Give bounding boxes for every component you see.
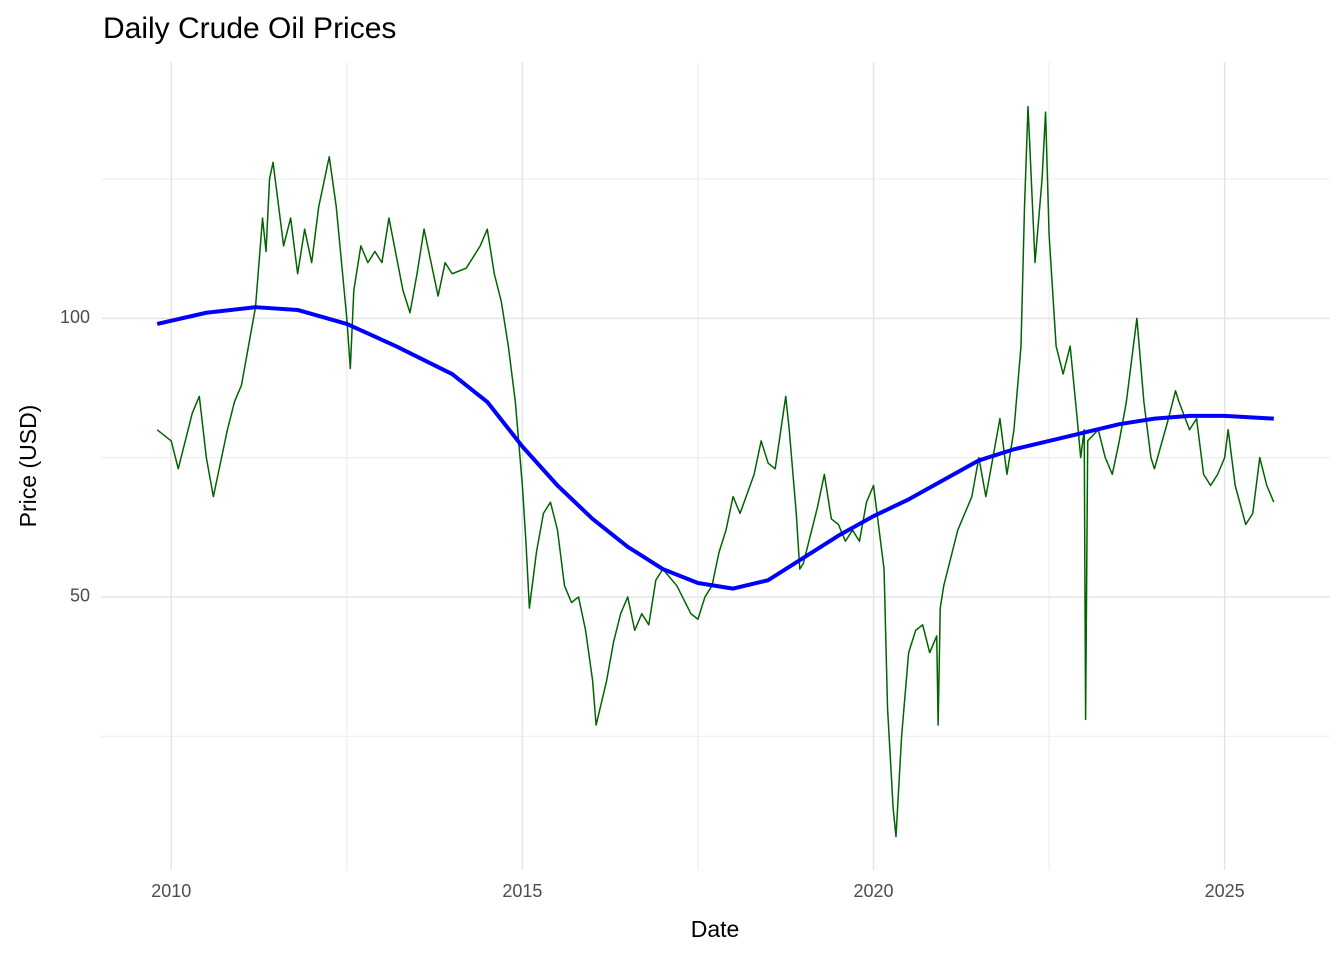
x-axis-title: Date [691,916,740,942]
x-tick-label: 2010 [151,881,191,901]
chart-title: Daily Crude Oil Prices [103,12,396,45]
x-tick-label: 2020 [853,881,893,901]
series-line [156,305,1274,591]
y-tick-label: 50 [70,586,90,606]
series-line [156,105,1275,838]
y-axis-title: Price (USD) [15,405,41,528]
y-tick-label: 100 [60,307,90,327]
x-tick-label: 2025 [1205,881,1245,901]
x-tick-label: 2015 [502,881,542,901]
